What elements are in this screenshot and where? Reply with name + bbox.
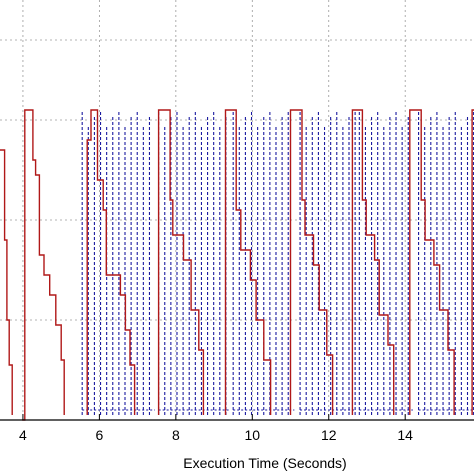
red-series-line — [471, 109, 474, 415]
x-tick-label: 14 — [397, 427, 413, 443]
red-series-line — [351, 109, 395, 415]
red-series-line — [224, 109, 272, 415]
grid-layer — [0, 0, 474, 420]
x-axis-title: Execution Time (Seconds) — [183, 455, 346, 471]
red-series-line — [22, 109, 65, 421]
x-tick-label: 8 — [172, 427, 180, 443]
x-tick-label: 4 — [19, 427, 27, 443]
blue-series-layer — [81, 110, 474, 415]
red-series-line — [409, 109, 455, 415]
red-series-layer — [0, 109, 474, 421]
x-axis-ticks: 4 6 8 10 12 14 — [19, 414, 413, 443]
x-tick-label: 12 — [321, 427, 337, 443]
x-tick-label: 10 — [245, 427, 261, 443]
red-series-line — [0, 149, 13, 415]
red-series-line — [289, 109, 334, 415]
red-series-line — [86, 109, 136, 415]
x-tick-label: 6 — [95, 427, 103, 443]
red-series-line — [157, 109, 205, 415]
